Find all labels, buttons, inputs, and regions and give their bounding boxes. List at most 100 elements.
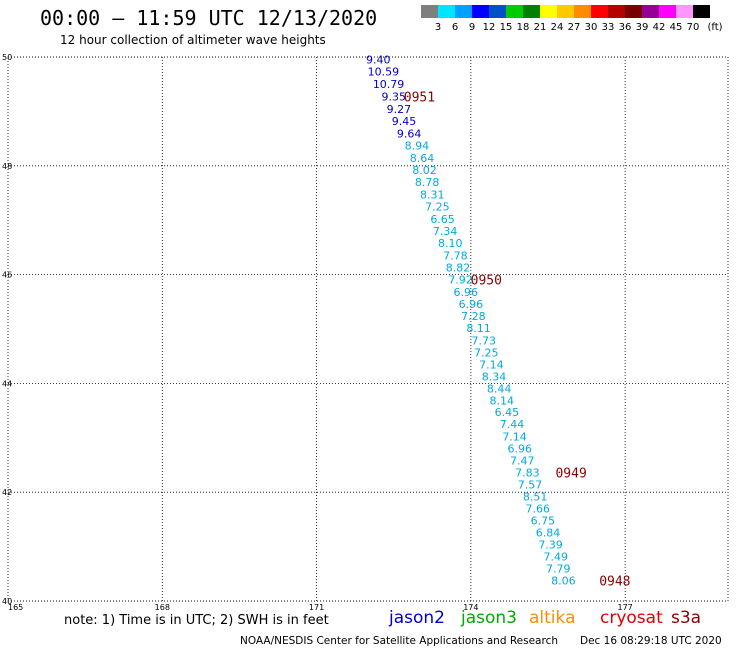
lat-label: 44 bbox=[2, 379, 12, 388]
time-label: 0948 bbox=[599, 574, 630, 589]
lat-label: 42 bbox=[2, 488, 12, 497]
swh-value-label: 6.65 bbox=[430, 213, 455, 226]
footer-credit: NOAA/NESDIS Center for Satellite Applica… bbox=[240, 635, 558, 647]
color-scale-label: 42 bbox=[652, 22, 666, 33]
swh-value-label: 7.14 bbox=[502, 431, 527, 444]
note-text: note: 1) Time is in UTC; 2) SWH is in fe… bbox=[64, 613, 329, 628]
color-swatch bbox=[591, 5, 608, 18]
map-frame bbox=[7, 56, 729, 602]
swh-value-label: 6.45 bbox=[495, 406, 520, 419]
color-swatch bbox=[659, 5, 676, 18]
swh-value-label: 7.78 bbox=[443, 250, 468, 263]
swh-value-label: 8.78 bbox=[415, 176, 440, 189]
color-swatch bbox=[608, 5, 625, 18]
lon-label: 174 bbox=[463, 603, 478, 612]
swh-value-label: 9.64 bbox=[397, 128, 422, 141]
color-scale-label: 3 bbox=[434, 22, 442, 33]
lon-label: 171 bbox=[309, 603, 324, 612]
swh-value-label: 6.96 bbox=[459, 298, 484, 311]
swh-value-label: 9.27 bbox=[387, 103, 412, 116]
swh-value-label: 8.34 bbox=[482, 370, 507, 383]
page-subtitle: 12 hour collection of altimeter wave hei… bbox=[60, 33, 326, 47]
swh-value-label: 7.25 bbox=[474, 346, 499, 359]
color-swatch bbox=[506, 5, 523, 18]
color-scale-bar bbox=[421, 5, 710, 18]
swh-value-label: 8.14 bbox=[489, 394, 514, 407]
swh-value-label: 7.44 bbox=[500, 418, 525, 431]
color-scale-label: 36 bbox=[618, 22, 632, 33]
color-swatch bbox=[574, 5, 591, 18]
page-title: 00:00 – 11:59 UTC 12/13/2020 bbox=[40, 6, 378, 30]
color-swatch bbox=[455, 5, 472, 18]
swh-value-label: 10.59 bbox=[368, 66, 400, 79]
swh-value-label: 8.10 bbox=[438, 237, 463, 250]
satellite-legend-item: altika bbox=[529, 608, 576, 628]
color-scale-swatches bbox=[421, 5, 710, 18]
color-swatch bbox=[693, 5, 710, 18]
swh-value-label: 9.35 bbox=[381, 91, 406, 104]
lon-label: 168 bbox=[155, 603, 170, 612]
swh-value-label: 6.96 bbox=[453, 286, 478, 299]
lon-label: 165 bbox=[8, 603, 23, 612]
color-scale-label: 21 bbox=[533, 22, 547, 33]
swh-value-label: 8.02 bbox=[412, 164, 437, 177]
swh-value-label: 7.57 bbox=[518, 479, 543, 492]
color-scale-label: 9 bbox=[468, 22, 476, 33]
swh-value-label: 7.39 bbox=[538, 538, 563, 551]
color-swatch bbox=[676, 5, 693, 18]
color-swatch bbox=[540, 5, 557, 18]
swh-value-label: 7.49 bbox=[543, 550, 568, 563]
lat-label: 46 bbox=[2, 271, 12, 280]
swh-value-label: 7.34 bbox=[433, 225, 458, 238]
swh-value-label: 7.83 bbox=[515, 467, 540, 480]
swh-value-label: 7.28 bbox=[461, 310, 486, 323]
color-swatch bbox=[625, 5, 642, 18]
swh-value-label: 9.40 bbox=[366, 54, 391, 67]
swh-value-label: 6.96 bbox=[507, 443, 532, 456]
lat-label: 48 bbox=[2, 162, 12, 171]
swh-value-label: 7.47 bbox=[510, 455, 535, 468]
color-swatch bbox=[557, 5, 574, 18]
lat-label: 40 bbox=[2, 597, 12, 606]
swh-value-label: 8.82 bbox=[446, 262, 471, 275]
time-label: 0950 bbox=[471, 273, 502, 288]
swh-value-label: 8.06 bbox=[551, 574, 576, 587]
color-swatch bbox=[438, 5, 455, 18]
swh-value-label: 7.66 bbox=[525, 503, 550, 516]
color-swatch bbox=[421, 5, 438, 18]
lon-label: 177 bbox=[618, 603, 633, 612]
swh-value-label: 7.92 bbox=[448, 273, 473, 286]
swh-value-label: 8.44 bbox=[487, 382, 512, 395]
swh-value-label: 8.31 bbox=[420, 189, 445, 202]
swh-value-label: 7.25 bbox=[425, 201, 450, 214]
swh-value-label: 8.94 bbox=[405, 140, 430, 153]
swh-value-label: 7.14 bbox=[479, 358, 504, 371]
satellite-legend-item: jason2 bbox=[389, 608, 445, 628]
color-swatch bbox=[523, 5, 540, 18]
swh-value-label: 6.84 bbox=[536, 526, 561, 539]
color-swatch bbox=[642, 5, 659, 18]
footer-timestamp: Dec 16 08:29:18 UTC 2020 bbox=[580, 635, 722, 647]
color-scale-label: 18 bbox=[516, 22, 530, 33]
satellite-legend-item: s3a bbox=[671, 608, 702, 628]
swh-value-label: 6.75 bbox=[531, 514, 556, 527]
color-scale-label: 39 bbox=[635, 22, 649, 33]
swh-value-label: 8.11 bbox=[466, 322, 491, 335]
satellite-legend-item: jason3 bbox=[461, 608, 517, 628]
time-label: 0951 bbox=[404, 91, 435, 106]
color-scale-label: 12 bbox=[482, 22, 496, 33]
color-scale-label: 70 bbox=[686, 22, 700, 33]
time-label: 0949 bbox=[555, 467, 586, 482]
swh-value-label: 7.73 bbox=[471, 334, 496, 347]
color-scale-label: 6 bbox=[451, 22, 459, 33]
swh-value-label: 8.51 bbox=[523, 491, 548, 504]
color-scale-label: 24 bbox=[550, 22, 564, 33]
swh-value-label: 8.64 bbox=[410, 152, 435, 165]
color-scale-label: 27 bbox=[567, 22, 581, 33]
lat-label: 50 bbox=[2, 53, 12, 62]
color-scale-label: 45 bbox=[669, 22, 683, 33]
color-scale-unit: (ft) bbox=[707, 22, 723, 33]
satellite-legend-item: cryosat bbox=[600, 608, 663, 628]
swh-value-label: 9.45 bbox=[392, 115, 417, 128]
